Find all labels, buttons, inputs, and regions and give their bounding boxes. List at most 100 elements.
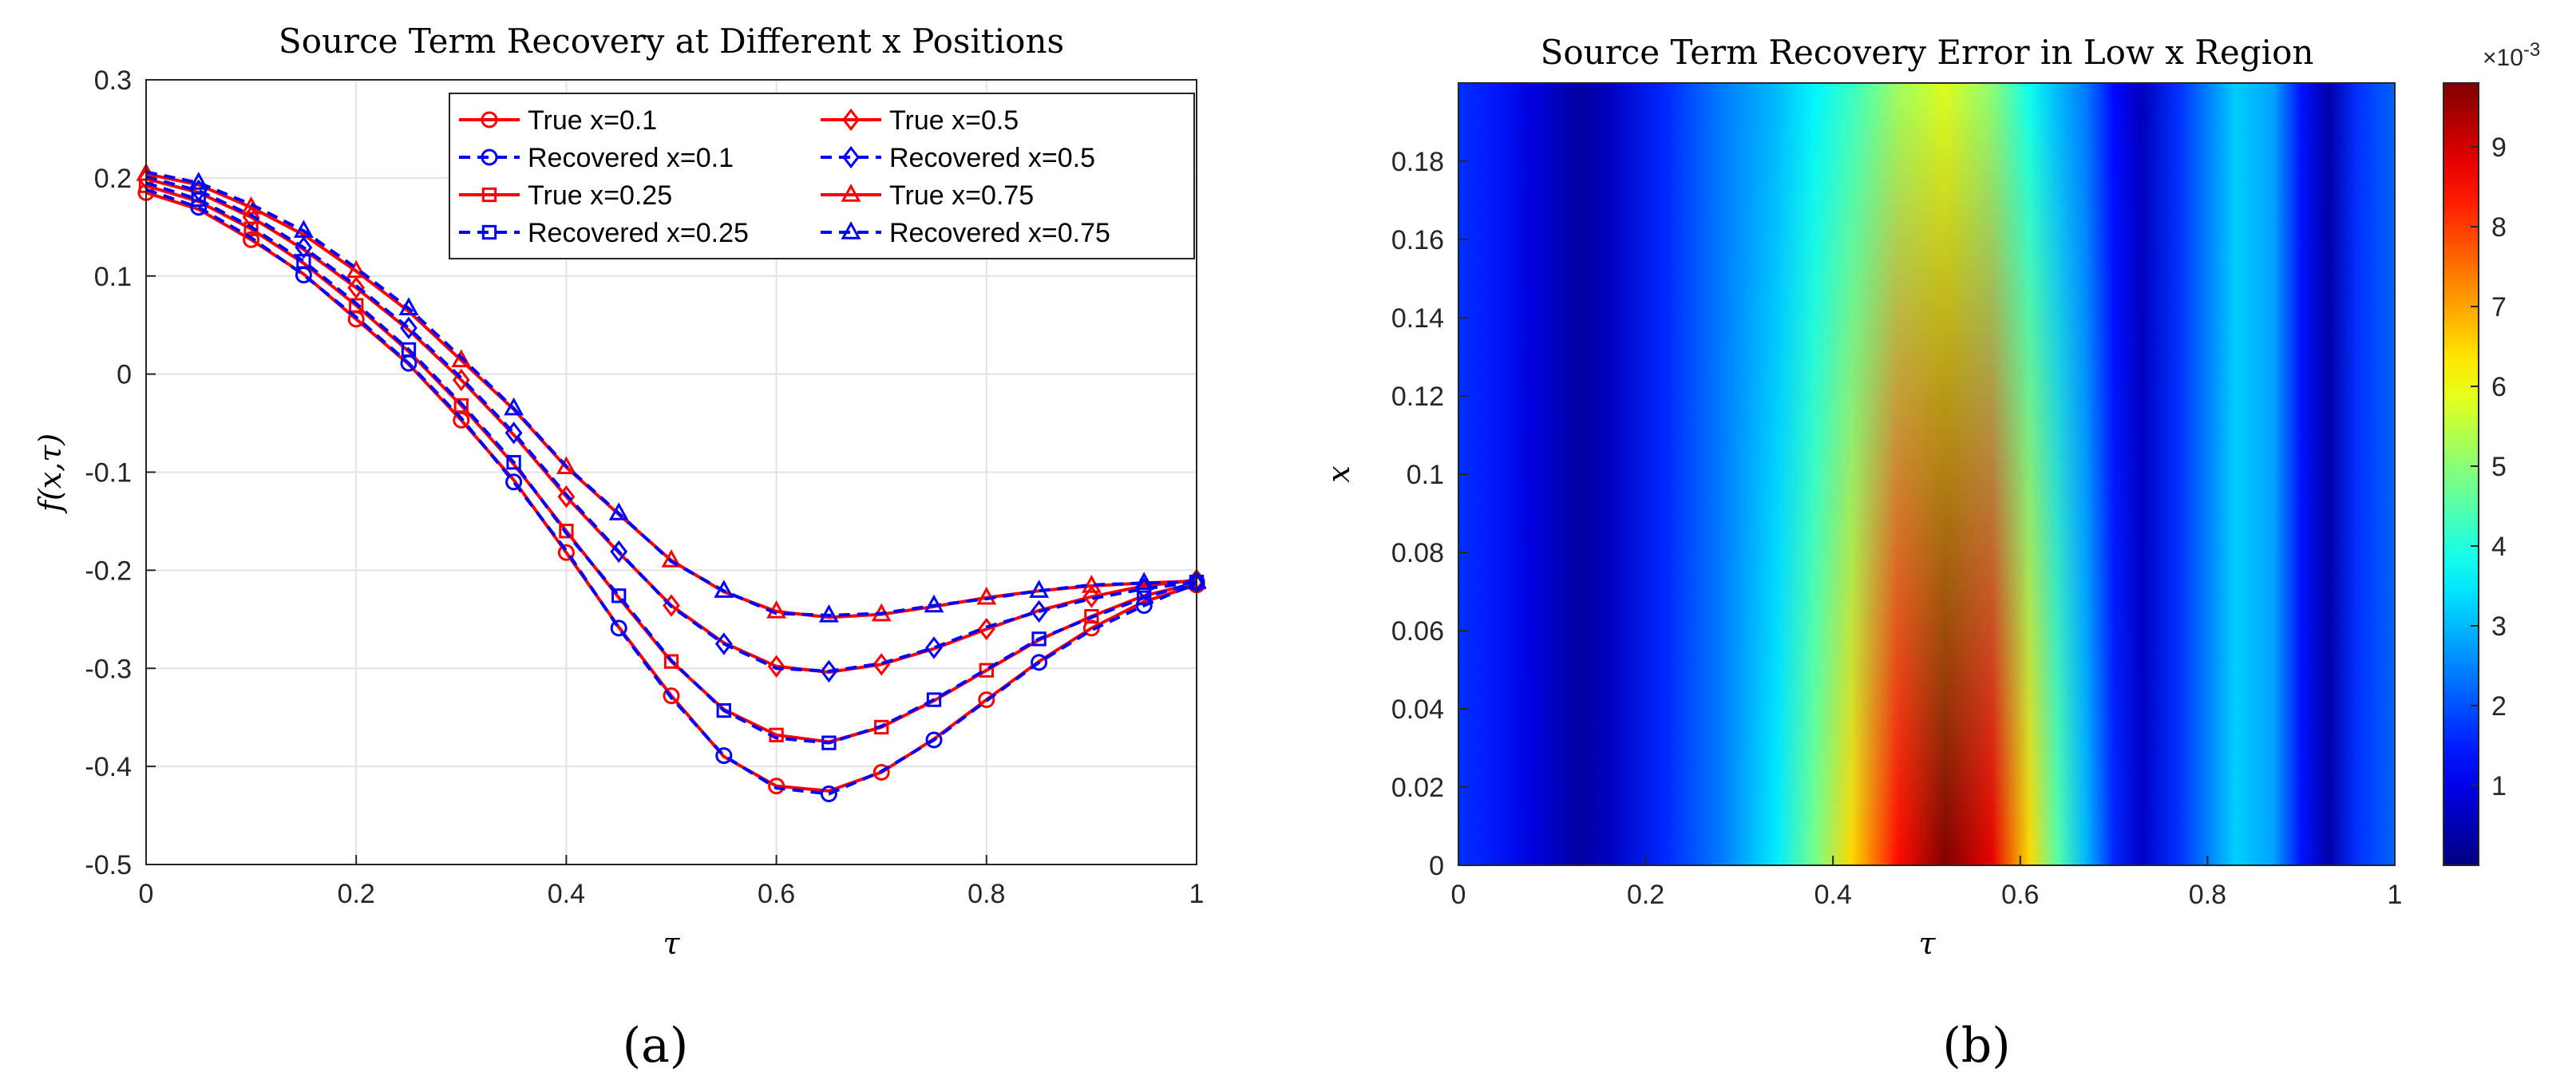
- x-tick-label-a: 1: [1189, 879, 1205, 909]
- data-point: [979, 663, 994, 678]
- data-point: [976, 586, 997, 605]
- data-point: [716, 702, 731, 718]
- x-tick-label-b: 0.6: [2001, 880, 2039, 910]
- data-point: [714, 632, 733, 655]
- x-tick-label-a: 0.8: [967, 879, 1005, 909]
- legend-marker: [842, 145, 860, 169]
- series-a: [136, 163, 1207, 803]
- legend-label: True x=0.25: [528, 180, 672, 211]
- data-point: [1135, 577, 1153, 600]
- data-point: [768, 777, 785, 795]
- x-axis-label-a: τ: [663, 926, 680, 961]
- colorbar-exponent-power: -3: [2523, 39, 2540, 61]
- legend-label: True x=0.75: [889, 180, 1034, 211]
- data-point: [821, 735, 837, 750]
- x-tick-label-b: 0.2: [1627, 880, 1664, 910]
- data-point: [925, 731, 943, 749]
- data-point: [504, 397, 524, 416]
- data-point: [243, 231, 260, 248]
- legend-label: Recovered x=0.25: [528, 218, 749, 248]
- legend-entry: Recovered x=0.1: [459, 143, 734, 173]
- data-point: [820, 785, 837, 803]
- data-point: [767, 655, 785, 678]
- legend-entry: Recovered x=0.25: [459, 218, 749, 248]
- data-point: [1031, 654, 1048, 671]
- legend-entry: Recovered x=0.75: [821, 218, 1110, 248]
- data-point: [451, 349, 472, 368]
- colorbar-tick-label: 7: [2491, 292, 2507, 322]
- colorbar-tick-label: 9: [2491, 133, 2507, 163]
- legend-label: True x=0.5: [889, 105, 1019, 136]
- series-line: [145, 175, 1197, 673]
- x-tick-label-b: 1: [2388, 880, 2403, 910]
- y-tick-label-a: 0: [117, 360, 132, 390]
- data-point: [924, 594, 944, 613]
- data-point: [978, 691, 995, 709]
- data-point: [610, 619, 627, 637]
- series-line: [145, 181, 1197, 745]
- ticks-a: 0 0.2 0.4 0.6 0.8 1 0.3 0.2 0.1 0 -0.1 -0.2 -0.3 -0.4…: [85, 65, 1204, 909]
- x-tick-label-a: 0.4: [548, 879, 585, 909]
- y-tick-label-b: 0.04: [1391, 694, 1444, 725]
- data-point: [1031, 631, 1047, 647]
- data-point: [715, 747, 733, 765]
- data-point: [1030, 599, 1048, 623]
- y-tick-label-b: 0.06: [1391, 616, 1444, 647]
- caption-b: (b): [1942, 1018, 2010, 1074]
- legend-label: True x=0.1: [528, 105, 657, 136]
- data-point: [926, 692, 942, 707]
- colorbar-ticks: 1 2 3 4 5 6 7 8 9: [2471, 133, 2507, 801]
- data-point: [398, 297, 419, 315]
- data-point: [559, 524, 574, 539]
- colorbar-tick-label: 3: [2491, 611, 2507, 642]
- colorbar-tick-label: 4: [2491, 532, 2507, 562]
- legend-entry: True x=0.1: [459, 105, 657, 136]
- y-tick-label-b: 0.08: [1391, 538, 1444, 568]
- y-tick-label-a: -0.1: [85, 458, 132, 489]
- data-point: [349, 298, 364, 313]
- legend-entry: Recovered x=0.5: [821, 143, 1095, 173]
- series-line: [145, 188, 1197, 796]
- data-point: [557, 485, 576, 508]
- data-point: [400, 316, 417, 340]
- data-point: [1137, 590, 1152, 605]
- x-tick-label-a: 0.6: [758, 879, 795, 909]
- data-point: [191, 192, 206, 208]
- data-point: [505, 421, 523, 445]
- data-point: [663, 687, 680, 705]
- legend-entry: True x=0.5: [821, 105, 1019, 136]
- y-tick-label-a: 0.1: [94, 262, 132, 292]
- series-recovered-x-0-75: [145, 170, 1207, 623]
- y-tick-label-b: 0.16: [1391, 225, 1444, 255]
- data-point: [714, 580, 734, 598]
- y-tick-label-b: 0.1: [1407, 460, 1444, 490]
- heatmap-peak-layer: [1458, 83, 2395, 865]
- legend-marker: [481, 187, 497, 203]
- y-tick-label-a: 0.3: [94, 65, 132, 96]
- x-tick-label-a: 0.2: [338, 879, 375, 909]
- y-tick-label-b: 0: [1429, 851, 1444, 881]
- data-point: [661, 549, 682, 568]
- data-point: [1082, 585, 1101, 608]
- colorbar: 1 2 3 4 5 6 7 8 9 ×10-3: [2443, 39, 2540, 866]
- y-tick-label-a: -0.2: [85, 556, 132, 586]
- data-point: [453, 411, 470, 429]
- legend-label: Recovered x=0.75: [889, 218, 1110, 248]
- data-point: [243, 221, 259, 236]
- data-point: [925, 636, 943, 659]
- data-point: [293, 220, 314, 238]
- legend-marker: [841, 184, 861, 202]
- data-point: [608, 502, 629, 520]
- y-tick-label-b: 0.12: [1391, 382, 1444, 412]
- data-point: [188, 172, 209, 190]
- colorbar-exponent-base: ×10: [2483, 45, 2523, 71]
- data-point: [1029, 580, 1050, 598]
- colorbar-gradient: [2443, 83, 2479, 865]
- ticks-b: 0 0.2 0.4 0.6 0.8 1 0 0.02 0.04 0.06 0.08 0.1 0.12 0.…: [1391, 82, 2403, 910]
- caption-a: (a): [623, 1018, 689, 1074]
- y-axis-label-b: x: [1321, 465, 1356, 482]
- data-point: [873, 763, 890, 781]
- x-axis-label-b: τ: [1918, 926, 1936, 961]
- heatmap-panel: 0 0.2 0.4 0.6 0.8 1 0 0.02 0.04 0.06 0.08 0.1 0.12 0.…: [1321, 33, 2540, 961]
